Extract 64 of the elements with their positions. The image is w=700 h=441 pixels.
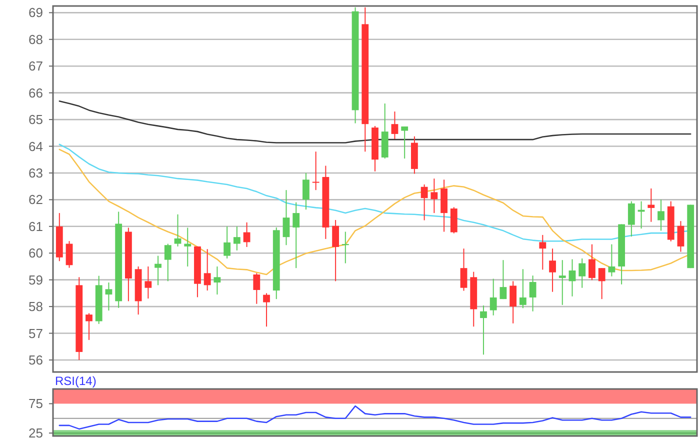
candlestick xyxy=(430,178,438,214)
candlestick xyxy=(66,240,73,268)
candlestick xyxy=(342,231,349,264)
candlestick xyxy=(144,266,152,300)
y-tick-label: 60 xyxy=(28,246,43,261)
candlestick xyxy=(86,312,92,340)
candlestick xyxy=(490,278,497,316)
candlestick xyxy=(460,248,468,292)
y-tick-label: 62 xyxy=(28,192,43,208)
candlestick xyxy=(174,214,182,247)
candlestick xyxy=(184,227,192,267)
y-tick-label: 61 xyxy=(28,218,43,234)
candlestick xyxy=(608,244,616,277)
line-series xyxy=(58,100,692,144)
candlestick xyxy=(500,260,507,300)
candlestick xyxy=(648,188,655,222)
y-tick-label: 56 xyxy=(28,352,43,368)
candlestick xyxy=(588,244,596,281)
chart-title: RSI(14) xyxy=(55,374,96,388)
y-tick-label: 69 xyxy=(28,5,43,20)
candlestick xyxy=(292,202,300,269)
candlestick xyxy=(302,172,310,210)
candlestick xyxy=(549,248,556,292)
candlestick xyxy=(519,268,526,309)
candlestick xyxy=(214,266,221,296)
candlestick xyxy=(332,219,340,282)
candlestick xyxy=(154,255,162,286)
y-tick-label: 59 xyxy=(28,272,43,288)
line-series xyxy=(58,405,692,430)
y-tick-label: 25 xyxy=(28,426,43,441)
candlestick xyxy=(243,222,250,248)
candlestick xyxy=(224,226,231,259)
y-tick-label: 65 xyxy=(28,112,43,128)
candlestick xyxy=(510,280,517,324)
candlestick xyxy=(558,260,566,306)
y-tick-label: 63 xyxy=(28,166,43,181)
candlestick xyxy=(628,200,635,238)
candlestick xyxy=(105,282,112,312)
candlestick xyxy=(568,258,576,297)
candlestick xyxy=(391,111,398,140)
y-tick-label: 58 xyxy=(28,299,43,314)
candlestick xyxy=(658,199,664,232)
candlestick xyxy=(164,243,172,282)
candlestick xyxy=(539,234,546,270)
candlestick xyxy=(677,220,684,252)
y-tick-label: 68 xyxy=(28,32,43,47)
candlestick xyxy=(253,272,260,304)
candlestick xyxy=(578,258,586,288)
candlestick xyxy=(401,126,408,160)
candlestick xyxy=(420,184,428,221)
candlestick xyxy=(282,190,290,246)
candlestick xyxy=(204,248,211,292)
candlestick xyxy=(263,292,270,328)
candlestick xyxy=(529,275,536,312)
candlestick xyxy=(312,151,320,191)
y-tick-label: 75 xyxy=(28,396,43,412)
y-tick-label: 64 xyxy=(28,138,43,154)
y-tick-label: 66 xyxy=(28,85,43,100)
candlestick xyxy=(450,206,458,234)
candlestick xyxy=(598,268,606,300)
y-tick-label: 67 xyxy=(28,58,43,74)
candlestick xyxy=(480,304,487,356)
y-tick-label: 57 xyxy=(28,326,43,341)
candlestick xyxy=(233,226,240,251)
